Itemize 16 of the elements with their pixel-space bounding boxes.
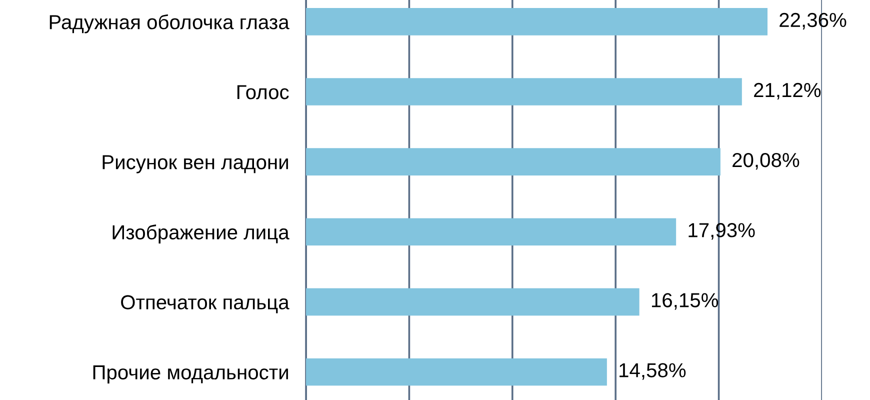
bar	[306, 78, 742, 106]
bar	[306, 218, 676, 246]
y-tick-label: Отпечаток пальца	[121, 295, 290, 314]
data-label: 21,12%	[754, 82, 821, 100]
bar	[306, 358, 607, 386]
bar	[306, 8, 768, 36]
bar	[306, 288, 640, 316]
data-label: 20,08%	[732, 152, 800, 170]
bar	[306, 148, 720, 176]
y-tick-label: Голос	[237, 85, 289, 100]
data-label: 14,58%	[620, 363, 686, 380]
y-tick-label: Рисунок вен ладони	[102, 155, 288, 174]
y-tick-label: Изображение лица	[112, 224, 290, 244]
data-label: 16,15%	[652, 293, 718, 310]
y-tick-label: Радужная оболочка глаза	[50, 14, 290, 34]
y-tick-label: Прочие модальности	[93, 365, 288, 384]
